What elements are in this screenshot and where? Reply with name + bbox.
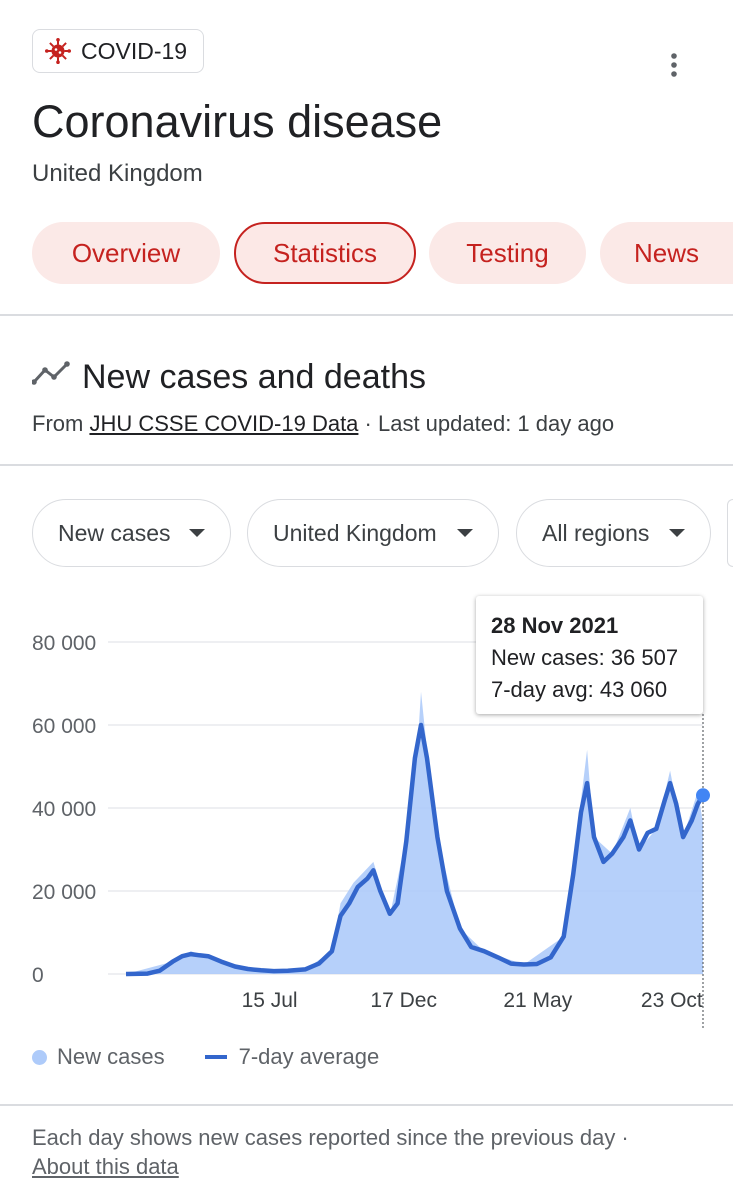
- x-tick-label: 21 May: [503, 989, 572, 1012]
- trending-line-icon: [32, 361, 70, 385]
- more-options-icon[interactable]: [660, 52, 688, 80]
- tab-testing[interactable]: Testing: [429, 222, 586, 284]
- region-dropdown-label: All regions: [542, 519, 650, 546]
- virus-icon: [45, 38, 71, 64]
- source-prefix: From: [32, 411, 90, 436]
- tooltip-new-cases: New cases: 36 507: [491, 645, 679, 670]
- y-tick-label: 40 000: [32, 798, 96, 821]
- tooltip-date: 28 Nov 2021: [491, 613, 619, 638]
- legend-average: 7-day average: [238, 1044, 380, 1069]
- tab-overview[interactable]: Overview: [32, 222, 220, 284]
- legend-new-cases: New cases: [57, 1044, 165, 1069]
- source-link[interactable]: JHU CSSE COVID-19 Data: [89, 411, 359, 436]
- region-dropdown[interactable]: All regions: [516, 499, 711, 567]
- source-line: From JHU CSSE COVID-19 Data · Last updat…: [32, 411, 614, 437]
- average-legend-line: [204, 1055, 227, 1059]
- y-tick-label: 60 000: [32, 715, 96, 738]
- metric-dropdown-label: New cases: [58, 519, 171, 546]
- source-suffix: · Last updated: 1 day ago: [358, 411, 615, 436]
- section-title: New cases and deaths: [82, 358, 426, 396]
- tooltip-average: 7-day avg: 43 060: [491, 677, 668, 702]
- new-cases-area: [126, 691, 703, 974]
- extra-dropdown[interactable]: [727, 499, 733, 567]
- chart-legend: New cases 7-day average: [32, 1044, 379, 1070]
- chevron-down-icon: [189, 529, 205, 537]
- tab-news[interactable]: News: [600, 222, 733, 284]
- chevron-down-icon: [457, 529, 473, 537]
- hover-point: [696, 788, 710, 803]
- chevron-down-icon: [669, 529, 685, 537]
- divider: [0, 1104, 733, 1106]
- page-subtitle: United Kingdom: [32, 160, 203, 187]
- chart-tooltip: 28 Nov 2021 New cases: 36 507 7-day avg:…: [476, 596, 703, 714]
- new-cases-legend-dot: [32, 1049, 47, 1065]
- seven-day-average-line: [125, 722, 705, 977]
- divider: [0, 464, 733, 466]
- data-note: Each day shows new cases reported since …: [32, 1125, 629, 1150]
- x-tick-label: 17 Dec: [370, 989, 437, 1012]
- badge-label: COVID-19: [81, 37, 188, 64]
- covid-badge[interactable]: COVID-19: [32, 29, 204, 73]
- about-data-link[interactable]: About this data: [32, 1154, 179, 1179]
- country-dropdown-label: United Kingdom: [273, 519, 437, 546]
- cases-chart[interactable]: 0 20 000 40 000 60 000 80 000 15 Jul 17 Dec 21…: [0, 590, 733, 1040]
- divider: [0, 314, 733, 316]
- x-tick-label: 23 Oct: [641, 989, 703, 1012]
- tab-statistics[interactable]: Statistics: [234, 222, 416, 284]
- page-title: Coronavirus disease: [32, 96, 443, 147]
- country-dropdown[interactable]: United Kingdom: [247, 499, 499, 567]
- y-tick-label: 20 000: [32, 881, 96, 904]
- y-tick-label: 80 000: [32, 632, 96, 655]
- x-tick-label: 15 Jul: [242, 989, 298, 1012]
- metric-dropdown[interactable]: New cases: [32, 499, 231, 567]
- y-tick-label: 0: [32, 964, 44, 987]
